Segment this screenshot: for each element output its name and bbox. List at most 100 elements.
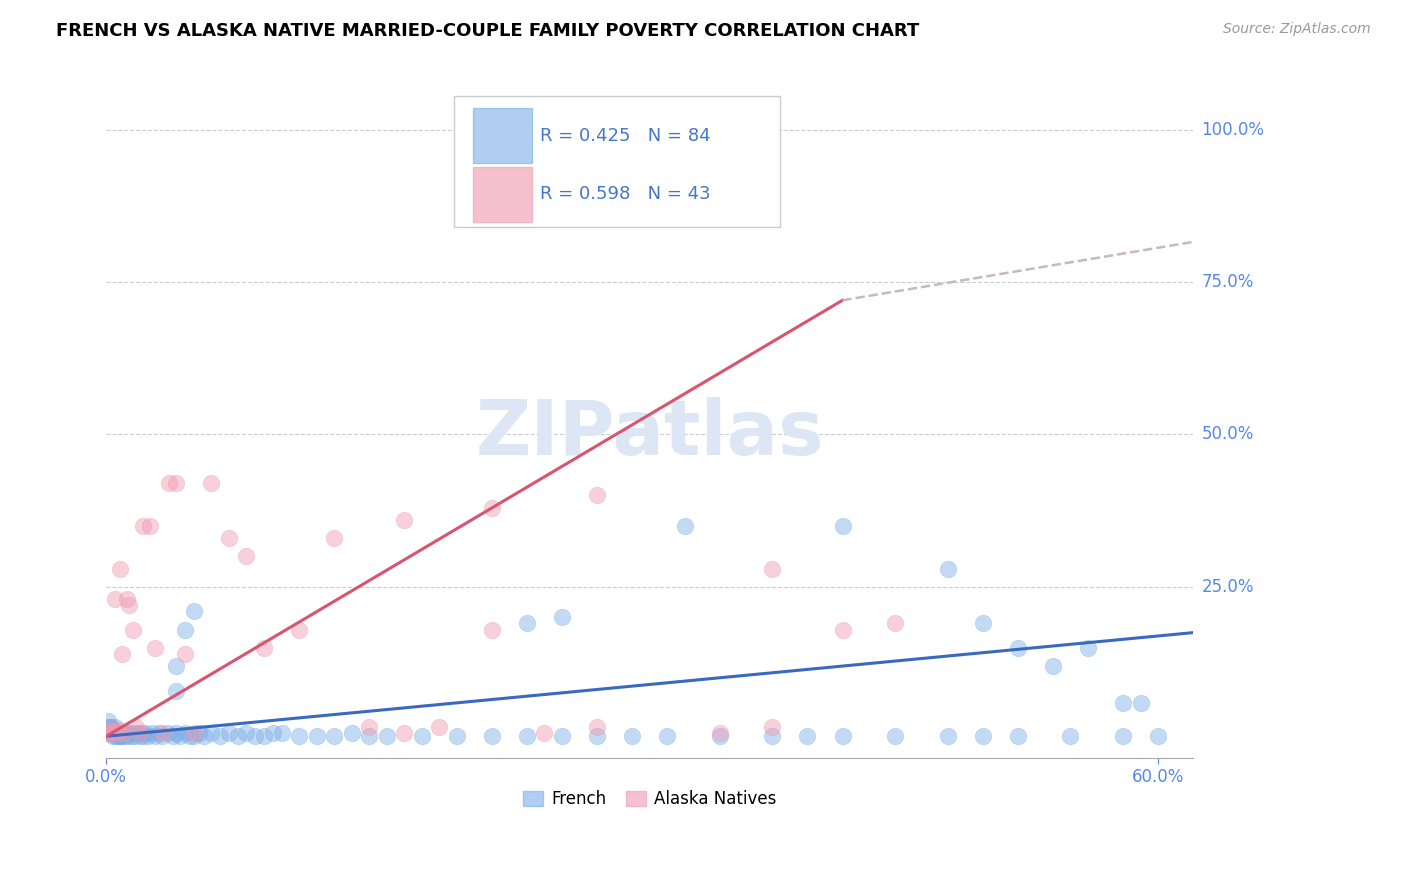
Point — [107, 726, 129, 740]
Point — [110, 561, 132, 575]
Point — [1059, 729, 1081, 743]
Point — [139, 519, 162, 533]
Point — [136, 729, 159, 743]
Point — [121, 726, 143, 740]
Point — [107, 729, 129, 743]
Point — [107, 723, 129, 738]
Point — [98, 723, 121, 738]
Point — [884, 729, 907, 743]
FancyBboxPatch shape — [454, 96, 780, 227]
Point — [169, 729, 191, 743]
Point — [132, 519, 155, 533]
Point — [97, 714, 120, 728]
Point — [446, 729, 468, 743]
Point — [288, 623, 311, 637]
Point — [359, 729, 381, 743]
Point — [128, 729, 150, 743]
Point — [1129, 696, 1152, 710]
Point — [179, 729, 201, 743]
Point — [761, 561, 783, 575]
Point — [394, 513, 416, 527]
Text: ZIPatlas: ZIPatlas — [475, 397, 824, 471]
Point — [132, 729, 155, 743]
Point — [709, 729, 731, 743]
Point — [117, 592, 139, 607]
Point — [103, 729, 125, 743]
Point — [831, 729, 853, 743]
Text: R = 0.598   N = 43: R = 0.598 N = 43 — [540, 186, 710, 203]
Point — [165, 659, 187, 673]
Point — [253, 729, 276, 743]
Point — [516, 729, 538, 743]
Point — [209, 729, 232, 743]
Point — [104, 720, 127, 734]
Point — [98, 720, 121, 734]
Point — [150, 729, 173, 743]
Point — [174, 726, 197, 740]
Point — [174, 647, 197, 661]
Point — [427, 720, 450, 734]
Point — [481, 729, 503, 743]
Point — [112, 726, 135, 740]
Point — [97, 726, 120, 740]
Point — [112, 726, 135, 740]
Point — [831, 519, 853, 533]
Point — [110, 729, 132, 743]
Point — [103, 723, 125, 738]
Point — [586, 729, 609, 743]
Point — [156, 726, 179, 740]
Point — [1112, 729, 1135, 743]
Text: Source: ZipAtlas.com: Source: ZipAtlas.com — [1223, 22, 1371, 37]
Point — [120, 729, 142, 743]
Point — [1042, 659, 1064, 673]
Point — [141, 726, 163, 740]
Point — [200, 476, 222, 491]
Point — [235, 549, 257, 564]
Point — [551, 729, 574, 743]
Point — [936, 729, 959, 743]
Point — [104, 592, 127, 607]
Point — [183, 729, 205, 743]
Point — [218, 726, 240, 740]
Point — [104, 729, 127, 743]
Point — [253, 640, 276, 655]
Point — [262, 726, 284, 740]
Point — [586, 488, 609, 502]
Point — [226, 729, 249, 743]
Point — [104, 726, 127, 740]
Point — [103, 723, 125, 738]
Text: 50.0%: 50.0% — [1202, 425, 1254, 443]
Point — [100, 723, 122, 738]
Point — [193, 729, 215, 743]
Point — [165, 683, 187, 698]
Point — [127, 726, 149, 740]
Point — [100, 720, 122, 734]
Point — [124, 729, 146, 743]
Point — [174, 623, 197, 637]
Point — [188, 726, 211, 740]
Point — [143, 640, 166, 655]
Point — [100, 726, 122, 740]
Point — [128, 726, 150, 740]
Point — [117, 729, 139, 743]
Point — [134, 726, 156, 740]
Point — [481, 623, 503, 637]
Point — [1077, 640, 1099, 655]
Point — [245, 729, 267, 743]
Text: FRENCH VS ALASKA NATIVE MARRIED-COUPLE FAMILY POVERTY CORRELATION CHART: FRENCH VS ALASKA NATIVE MARRIED-COUPLE F… — [56, 22, 920, 40]
Text: 75.0%: 75.0% — [1202, 273, 1254, 291]
Point — [533, 726, 555, 740]
Point — [125, 720, 148, 734]
Point — [884, 616, 907, 631]
Point — [98, 726, 121, 740]
Point — [621, 729, 644, 743]
Point — [481, 500, 503, 515]
Point — [157, 476, 180, 491]
Point — [165, 726, 187, 740]
Point — [105, 729, 128, 743]
Point — [972, 616, 994, 631]
Point — [165, 476, 187, 491]
Point — [148, 726, 170, 740]
Point — [673, 519, 696, 533]
Point — [936, 561, 959, 575]
